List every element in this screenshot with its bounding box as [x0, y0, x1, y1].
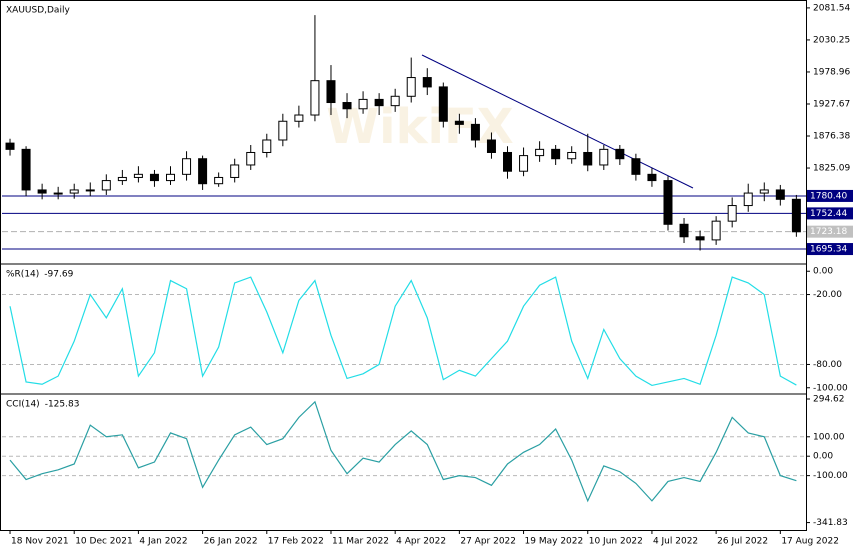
indicator-name: CCI(14) — [6, 400, 40, 410]
x-tick-label: 10 Jun 2022 — [589, 537, 643, 547]
candle-body — [567, 151, 577, 160]
indicator-value: -97.69 — [44, 270, 73, 280]
candle-body — [5, 142, 15, 150]
current-price-label: 1723.18 — [810, 227, 847, 237]
candle-body — [358, 98, 368, 110]
y-tick-label: -80.00 — [813, 360, 842, 370]
x-tick-label: 17 Feb 2022 — [268, 537, 324, 547]
candle-body — [149, 173, 159, 182]
level-label: 1695.34 — [810, 245, 847, 255]
candle-body — [406, 77, 416, 97]
current-price-box — [807, 225, 853, 238]
candle-body — [166, 173, 176, 182]
y-tick-label: 1927.67 — [813, 99, 850, 109]
candle-body — [117, 176, 127, 182]
candle-body — [631, 158, 641, 175]
y-tick-label: 0.00 — [813, 267, 833, 277]
y-tick-label: -20.00 — [813, 290, 842, 300]
candle-body — [21, 148, 31, 191]
x-tick-label: 18 Nov 2021 — [11, 537, 69, 547]
y-tick-label: 2030.25 — [813, 35, 850, 45]
candle-body — [663, 180, 673, 225]
candle-body — [342, 102, 352, 110]
candle-body — [101, 180, 111, 191]
y-tick-label: 294.62 — [813, 394, 845, 404]
y-tick-label: 1978.96 — [813, 67, 850, 77]
y-tick-label: 0.00 — [813, 452, 833, 462]
candle-body — [182, 158, 192, 175]
candle-body — [695, 236, 705, 241]
candle-body — [246, 151, 256, 166]
candle-body — [470, 123, 480, 141]
candle-body — [679, 223, 689, 238]
candle-body — [615, 148, 625, 160]
trend-line — [421, 54, 694, 189]
candle-body — [133, 173, 143, 178]
x-tick-label: 11 Mar 2022 — [332, 537, 389, 547]
y-tick-label: 100.00 — [813, 432, 845, 442]
candle-body — [294, 114, 304, 122]
x-tick-label: 27 Apr 2022 — [460, 537, 516, 547]
candle-body — [551, 148, 561, 160]
candle-body — [422, 77, 432, 88]
candle-body — [503, 151, 513, 172]
x-tick-label: 17 Aug 2022 — [781, 537, 839, 547]
indicator-line — [9, 276, 797, 387]
level-box — [807, 207, 853, 220]
candle-body — [53, 192, 63, 195]
y-tick-label: -100.00 — [813, 383, 848, 393]
level-label: 1752.44 — [810, 209, 847, 219]
x-tick-label: 4 Jul 2022 — [653, 537, 698, 547]
candle-body — [69, 189, 79, 194]
candle-body — [310, 80, 320, 116]
indicator-line — [9, 400, 797, 503]
x-tick-label: 26 Jan 2022 — [204, 537, 258, 547]
y-tick-label: 1876.38 — [813, 132, 850, 142]
candle-body — [198, 158, 208, 185]
candle-body — [278, 120, 288, 141]
candle-body — [262, 139, 272, 153]
y-tick-label: -341.83 — [813, 518, 848, 528]
candle-body — [438, 86, 448, 122]
candle-body — [599, 148, 609, 166]
x-tick-label: 26 Jul 2022 — [717, 537, 768, 547]
candle-body — [326, 80, 336, 104]
candle-body — [535, 148, 545, 157]
candle-body — [230, 164, 240, 178]
candle-body — [583, 151, 593, 166]
level-box — [807, 189, 853, 202]
candle-body — [743, 192, 753, 207]
candle-body — [775, 189, 785, 200]
y-tick-label: -100.00 — [813, 471, 848, 481]
indicator-value: -125.83 — [45, 400, 80, 410]
candle-body — [374, 98, 384, 107]
level-box — [807, 243, 853, 256]
level-label: 1780.40 — [810, 191, 847, 201]
indicator-name: %R(14) — [6, 270, 39, 280]
x-tick-label: 4 Jan 2022 — [139, 537, 187, 547]
frame — [0, 0, 807, 531]
watermark: WikiFX — [326, 99, 514, 155]
y-tick-label: 2081.54 — [813, 3, 850, 13]
chart-title: XAUUSD,Daily — [6, 6, 70, 16]
candle-body — [759, 189, 769, 194]
candle-body — [454, 120, 464, 125]
candle-body — [727, 205, 737, 222]
x-tick-label: 10 Dec 2021 — [75, 537, 133, 547]
x-tick-label: 4 Apr 2022 — [396, 537, 446, 547]
candle-body — [390, 95, 400, 107]
candle-body — [214, 176, 224, 185]
candle-body — [486, 139, 496, 153]
y-tick-label: 1825.09 — [813, 164, 850, 174]
candle-body — [85, 189, 95, 192]
candle-body — [647, 173, 657, 182]
candle-body — [791, 198, 801, 233]
candle-body — [711, 220, 721, 241]
candle-body — [37, 189, 47, 194]
x-tick-label: 19 May 2022 — [525, 537, 584, 547]
candle-body — [519, 155, 529, 172]
